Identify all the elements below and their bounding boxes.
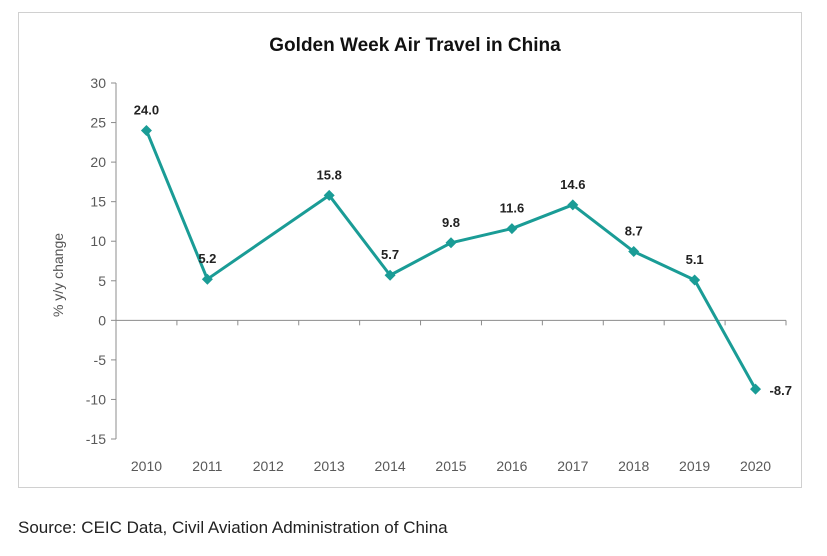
data-label: -8.7 [770, 383, 792, 398]
y-tick-label: -5 [94, 352, 107, 368]
data-point [201, 273, 213, 285]
data-label: 24.0 [134, 102, 159, 117]
x-tick-label: 2015 [435, 458, 466, 474]
data-label: 14.6 [560, 177, 585, 192]
y-axis-label: % y/y change [50, 233, 66, 317]
x-tick-label: 2017 [557, 458, 588, 474]
data-label: 5.7 [381, 247, 399, 262]
x-tick-label: 2018 [618, 458, 649, 474]
y-tick-label: 25 [90, 115, 106, 131]
x-tick-label: 2014 [375, 458, 406, 474]
source-note: Source: CEIC Data, Civil Aviation Admini… [18, 518, 448, 537]
y-tick-label: -10 [86, 391, 106, 407]
data-label: 9.8 [442, 215, 460, 230]
x-tick-label: 2019 [679, 458, 710, 474]
series-line [145, 129, 757, 390]
data-label: 8.7 [625, 224, 643, 239]
data-label: 15.8 [317, 167, 342, 182]
data-label: 11.6 [500, 201, 525, 216]
x-tick-label: 2020 [740, 458, 771, 474]
y-tick-label: -15 [86, 431, 106, 447]
data-point [750, 383, 762, 395]
data-point [567, 199, 579, 211]
y-tick-label: 15 [90, 194, 106, 210]
data-point [628, 246, 640, 258]
data-label: 5.1 [686, 252, 704, 267]
y-tick-label: 30 [90, 75, 106, 91]
data-point [445, 237, 457, 249]
data-point [140, 124, 152, 136]
x-tick-label: 2013 [314, 458, 345, 474]
data-point [689, 274, 701, 286]
data-label: 5.2 [198, 251, 216, 266]
x-tick-label: 2016 [496, 458, 527, 474]
line-chart: Golden Week Air Travel in China % y/y ch… [50, 35, 792, 474]
y-tick-label: 10 [90, 233, 106, 249]
data-point [506, 223, 518, 235]
x-tick-label: 2011 [192, 458, 222, 474]
y-tick-label: 20 [90, 154, 106, 170]
data-point [323, 189, 335, 201]
y-tick-label: 0 [98, 312, 106, 328]
data-point [384, 269, 396, 281]
y-tick-label: 5 [98, 273, 106, 289]
x-tick-label: 2012 [253, 458, 284, 474]
x-tick-label: 2010 [131, 458, 162, 474]
chart-frame: Golden Week Air Travel in China % y/y ch… [18, 12, 802, 488]
chart-title: Golden Week Air Travel in China [269, 35, 561, 56]
